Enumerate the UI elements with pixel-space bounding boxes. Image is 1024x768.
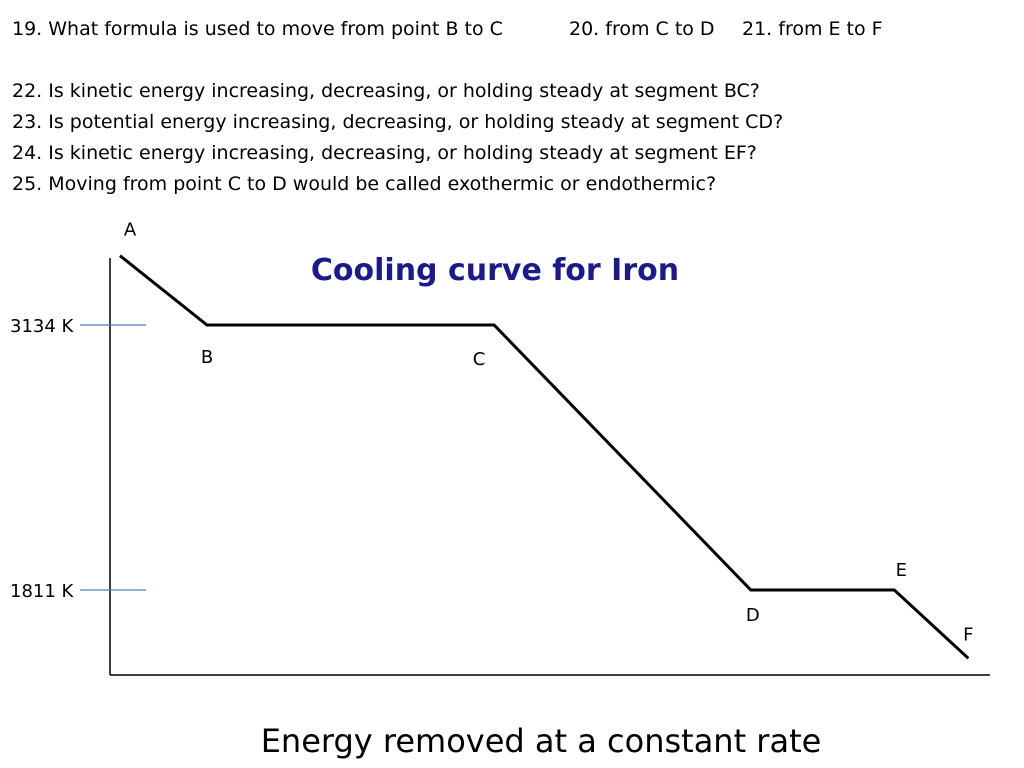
question-24: 24. Is kinetic energy increasing, decrea… <box>12 142 757 164</box>
point-label-e: E <box>896 560 907 581</box>
point-label-a: A <box>124 220 137 241</box>
point-labels: A B C D E F <box>124 220 974 646</box>
question-23: 23. Is potential energy increasing, decr… <box>12 111 784 133</box>
question-20: 20. from C to D <box>569 18 715 40</box>
question-22: 22. Is kinetic energy increasing, decrea… <box>12 80 760 102</box>
point-label-f: F <box>963 624 973 645</box>
question-21: 21. from E to F <box>742 18 883 40</box>
y-tick-label: 3134 K <box>10 316 75 337</box>
question-19: 19. What formula is used to move from po… <box>12 18 503 40</box>
x-axis-label: Energy removed at a constant rate <box>261 722 822 760</box>
point-label-c: C <box>473 349 486 370</box>
chart-title: Cooling curve for Iron <box>311 253 679 288</box>
cooling-curve-line <box>119 254 970 660</box>
y-tick-label: 1811 K <box>10 581 75 602</box>
point-label-d: D <box>746 605 760 626</box>
y-ticks: 3134 K 1811 K <box>10 316 146 602</box>
point-label-b: B <box>201 347 213 368</box>
question-25: 25. Moving from point C to D would be ca… <box>12 173 717 195</box>
